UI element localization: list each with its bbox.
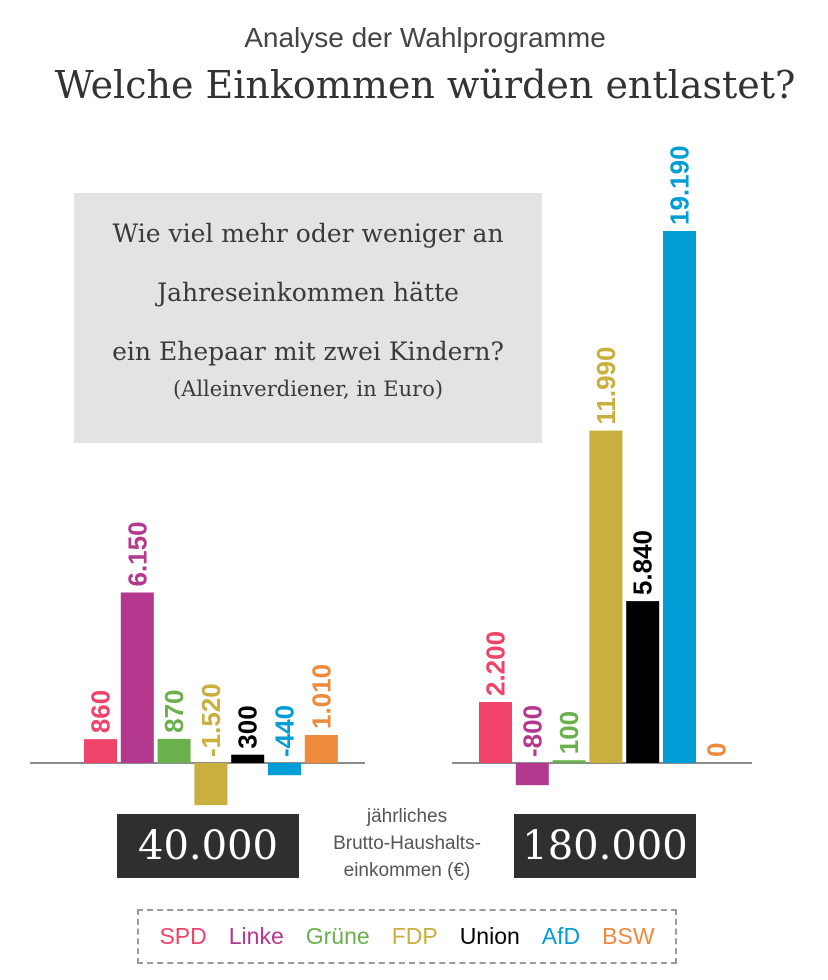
bar-spd-180000: [479, 702, 512, 763]
income-label-40000: 40.000: [117, 814, 299, 878]
legend-gruene: Grüne: [305, 923, 370, 949]
legend-fdp: FDP: [391, 923, 438, 949]
legend: SPD Linke Grüne FDP Union AfD BSW: [137, 909, 677, 964]
axis-note-line-2: Brutto-Haushalts-: [333, 833, 481, 854]
legend-afd: AfD: [541, 923, 581, 949]
data-label: 2.200: [481, 631, 511, 696]
bar-linke-40000: [120, 592, 154, 763]
axis-note-line-3: einkommen (€): [343, 860, 471, 881]
data-label: 19.190: [665, 145, 695, 225]
bar-afd-40000: [268, 763, 301, 776]
axis-note: jährliches Brutto-Haushalts- einkommen (…: [302, 803, 512, 884]
question-line-1: Wie viel mehr oder weniger an: [112, 219, 504, 248]
legend-bsw: BSW: [602, 923, 655, 949]
chart-subtitle: Analyse der Wahlprogramme: [244, 22, 606, 53]
bar-fdp-40000: [194, 763, 228, 806]
data-label: 0: [701, 743, 731, 757]
legend-spd: SPD: [159, 923, 207, 949]
question-line-2: Jahreseinkommen hätte: [157, 278, 459, 307]
bar-afd-180000: [663, 231, 696, 763]
legend-linke: Linke: [228, 923, 284, 949]
question-box: Wie viel mehr oder weniger an Jahreseink…: [74, 193, 542, 443]
data-label: 870: [159, 689, 189, 732]
data-label: 300: [233, 705, 263, 748]
data-label: -800: [517, 705, 547, 757]
data-label: -1.520: [196, 683, 226, 757]
bar-fdp-180000: [589, 430, 623, 763]
legend-union: Union: [459, 923, 520, 949]
bar-bsw-40000: [304, 735, 338, 763]
data-label: 100: [554, 711, 584, 754]
bar-spd-40000: [84, 739, 117, 763]
bar-grüne-180000: [552, 760, 586, 763]
axis-note-line-1: jährliches: [366, 806, 448, 827]
data-label: 5.840: [628, 530, 658, 595]
question-line-3: ein Ehepaar mit zwei Kindern?: [112, 337, 504, 366]
data-label: 1.010: [306, 664, 336, 729]
bar-union-180000: [626, 601, 660, 763]
data-label: 6.150: [122, 521, 152, 586]
bar-union-40000: [231, 754, 265, 763]
data-label: 860: [86, 690, 116, 733]
data-label: 11.990: [591, 347, 621, 425]
chart-title: Welche Einkommen würden entlastet?: [54, 63, 796, 107]
bar-linke-180000: [515, 763, 549, 786]
bar-grüne-40000: [157, 738, 191, 763]
question-note: (Alleinverdiener, in Euro): [172, 377, 444, 401]
data-label: -440: [270, 705, 300, 757]
income-label-180000: 180.000: [514, 814, 696, 878]
